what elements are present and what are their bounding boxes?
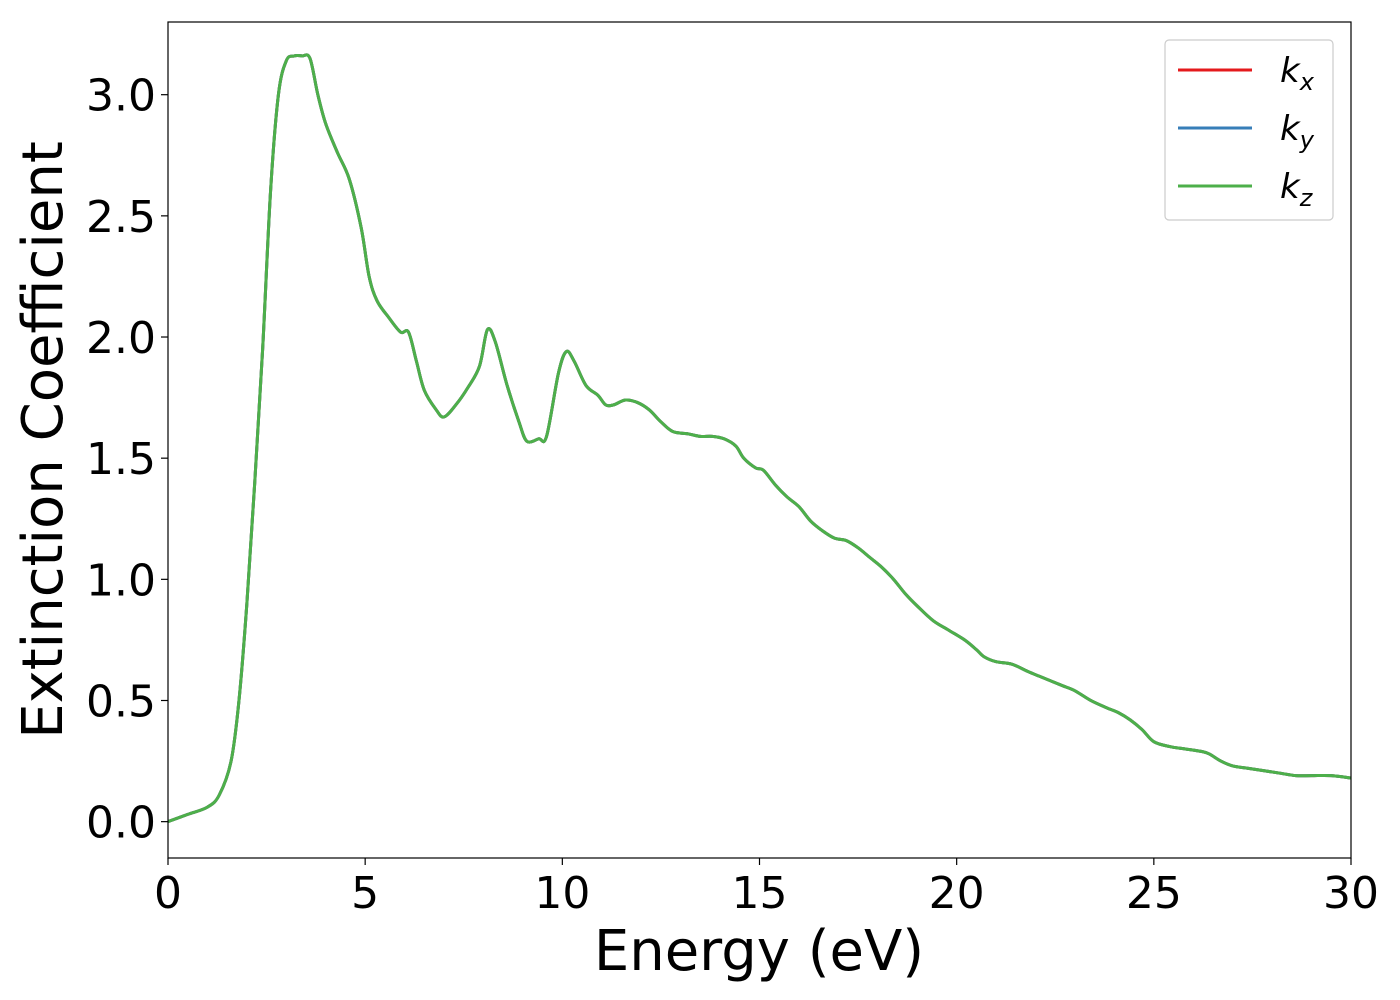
legend-label-subscript: x xyxy=(1299,68,1315,96)
x-tick-label: 20 xyxy=(929,868,985,919)
y-tick-label: 2.5 xyxy=(86,192,156,243)
legend-label-kz: kz xyxy=(1280,167,1314,212)
y-axis: 0.0 0.5 1.0 1.5 2.0 2.5 3.0 xyxy=(86,71,168,849)
legend-label-ky: ky xyxy=(1280,109,1315,154)
x-tick-label: 30 xyxy=(1323,868,1379,919)
x-tick-label: 10 xyxy=(534,868,590,919)
y-axis-label: Extinction Coefficient xyxy=(11,141,76,739)
legend-label-subscript: z xyxy=(1299,184,1314,212)
x-tick-label: 0 xyxy=(154,868,182,919)
y-tick-label: 0.5 xyxy=(86,676,156,727)
legend-label-subscript: y xyxy=(1299,126,1315,154)
y-tick-label: 1.0 xyxy=(86,555,156,606)
x-tick-label: 5 xyxy=(351,868,379,919)
x-axis-label: Energy (eV) xyxy=(594,919,924,984)
legend-label-kx: kx xyxy=(1280,51,1315,96)
y-tick-label: 0.0 xyxy=(86,798,156,849)
legend-label-main: k xyxy=(1280,167,1301,207)
y-tick-label: 2.0 xyxy=(86,313,156,364)
legend-label-main: k xyxy=(1280,51,1301,91)
legend-label-main: k xyxy=(1280,109,1301,149)
x-tick-label: 25 xyxy=(1126,868,1182,919)
legend-box xyxy=(1164,39,1334,221)
x-axis: 0 5 10 15 20 25 30 xyxy=(154,858,1379,919)
y-tick-label: 1.5 xyxy=(86,434,156,485)
series-line-kz xyxy=(168,53,1351,824)
series-layer xyxy=(168,53,1351,824)
x-tick-label: 15 xyxy=(732,868,788,919)
y-tick-label: 3.0 xyxy=(86,71,156,122)
